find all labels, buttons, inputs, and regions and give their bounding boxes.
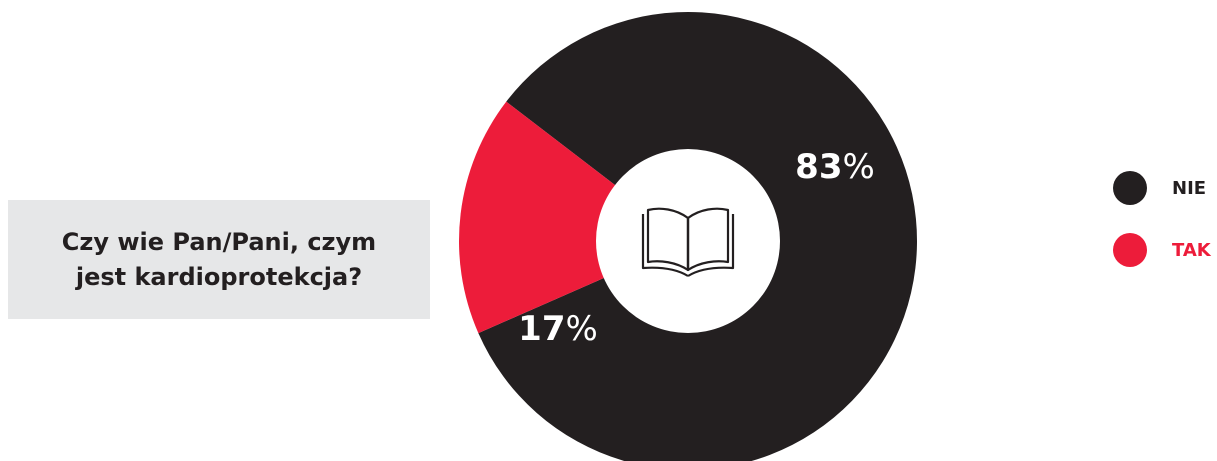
- slice-tak: [459, 101, 688, 334]
- data-label-nie: 83%: [795, 147, 875, 187]
- legend-label-nie: NIE: [1172, 177, 1207, 199]
- legend-swatch-nie: [1113, 171, 1147, 205]
- legend-swatch-tak: [1113, 233, 1147, 267]
- question-text: Czy wie Pan/Pani, czym jest kardioprotek…: [61, 227, 377, 291]
- legend-label-tak: TAK: [1172, 239, 1211, 261]
- question-box: Czy wie Pan/Pani, czym jest kardioprotek…: [8, 200, 430, 319]
- legend-item-tak: TAK: [1113, 233, 1211, 267]
- data-label-tak: 17%: [518, 309, 598, 349]
- open-book-icon: [641, 207, 735, 277]
- legend-item-nie: NIE: [1113, 171, 1206, 205]
